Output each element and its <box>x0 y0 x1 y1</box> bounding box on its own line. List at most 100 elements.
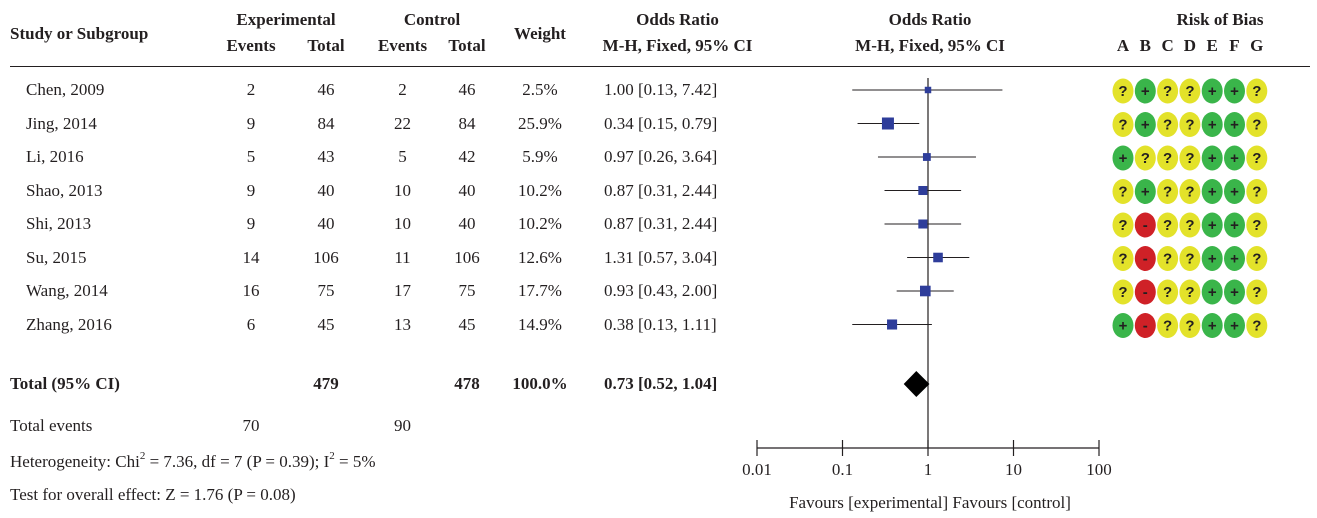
rob-dot <box>1179 145 1201 171</box>
rob-dot <box>1201 246 1223 271</box>
header-exp-total: Total <box>307 36 345 55</box>
rob-dot <box>1134 246 1156 271</box>
row-study-name: Su, 2015 <box>26 247 87 267</box>
row-ctrl-events: 17 <box>394 281 411 300</box>
rob-dot <box>1246 145 1268 171</box>
rob-symbol: ? <box>1118 83 1127 100</box>
rob-dot <box>1246 78 1268 104</box>
rob-letter: C <box>1161 36 1174 55</box>
effect-square <box>887 319 898 330</box>
rob-symbol: ? <box>1118 217 1127 234</box>
row-ctrl-events: 5 <box>398 147 407 166</box>
row-ci: 0.97 [0.26, 3.64] <box>604 147 718 166</box>
rob-symbol: ? <box>1185 251 1194 268</box>
rob-dot <box>1201 313 1223 338</box>
rob-dot <box>1201 212 1223 238</box>
row-ctrl-total: 40 <box>458 180 476 200</box>
row-study-name: Zhang, 2016 <box>26 314 112 334</box>
row-exp-total: 45 <box>317 314 335 334</box>
row-exp-events: 9 <box>246 214 256 233</box>
rob-dot <box>1224 246 1245 271</box>
rob-symbol: ? <box>1252 318 1261 335</box>
rob-symbol: + <box>1208 217 1217 234</box>
row-ctrl-total: 42 <box>458 147 476 166</box>
effect-square <box>924 86 932 94</box>
rob-symbol: ? <box>1252 284 1261 301</box>
rob-dot <box>1224 78 1245 104</box>
row-study-name: Chen, 2009 <box>26 80 105 99</box>
header-or-method: M-H, Fixed, 95% CI <box>602 36 753 55</box>
rob-symbol: + <box>1208 117 1217 134</box>
total-ci: 0.73 [0.52, 1.04] <box>604 374 718 393</box>
row-study-name: Shi, 2013 <box>26 214 92 233</box>
rob-symbol: + <box>1141 117 1150 134</box>
row-ctrl-events: 2 <box>398 80 407 99</box>
rob-symbol: ? <box>1163 117 1172 134</box>
total-exp-total: 479 <box>313 374 339 393</box>
row-ctrl-total: 84 <box>458 113 476 133</box>
row-ctrl-events: 11 <box>394 247 411 267</box>
axis-tick-label: 0.01 <box>742 460 772 479</box>
pooled-diamond <box>903 371 930 397</box>
rob-letter: F <box>1229 36 1240 55</box>
rob-symbol: + <box>1119 318 1128 335</box>
row-study-name: Li, 2016 <box>26 147 84 166</box>
rob-symbol: ? <box>1163 251 1172 268</box>
header-ctrl-events: Events <box>377 36 428 55</box>
rob-dot <box>1179 179 1201 204</box>
rob-title: Risk of Bias <box>1176 10 1264 29</box>
axis-tick-label: 10 <box>1005 460 1022 479</box>
rob-symbol: + <box>1208 83 1217 100</box>
rob-symbol: + <box>1208 284 1217 301</box>
row-ci: 0.87 [0.31, 2.44] <box>604 180 718 200</box>
rob-symbol: + <box>1230 150 1239 167</box>
rob-dot <box>1179 246 1201 271</box>
row-weight: 25.9% <box>518 113 562 133</box>
header-or-title: Odds Ratio <box>636 10 719 29</box>
rob-symbol: + <box>1208 318 1217 335</box>
row-weight: 10.2% <box>518 214 562 233</box>
events-exp: 70 <box>242 416 260 435</box>
rob-dot <box>1134 112 1156 137</box>
rob-symbol: ? <box>1118 251 1127 268</box>
rob-dot <box>1134 279 1156 305</box>
row-exp-events: 5 <box>246 147 256 166</box>
row-weight: 14.9% <box>518 314 562 334</box>
rob-symbol: ? <box>1185 83 1194 100</box>
rob-dot <box>1157 179 1179 204</box>
row-study-name: Wang, 2014 <box>26 281 108 300</box>
events-label: Total events <box>10 416 93 435</box>
rob-dot <box>1224 179 1245 204</box>
rob-symbol: + <box>1230 117 1239 134</box>
total-label: Total (95% CI) <box>10 374 120 393</box>
rob-dot <box>1201 145 1223 171</box>
rob-symbol: ? <box>1185 184 1194 201</box>
rob-symbol: ? <box>1185 284 1194 301</box>
rob-symbol: ? <box>1252 217 1261 234</box>
rob-symbol: + <box>1230 251 1239 268</box>
rob-dot <box>1112 313 1134 338</box>
row-ci: 0.87 [0.31, 2.44] <box>604 214 718 233</box>
rob-symbol: ? <box>1252 117 1261 134</box>
rob-symbol: ? <box>1252 150 1261 167</box>
effect-square <box>919 285 931 297</box>
row-exp-total: 43 <box>317 147 335 166</box>
rob-dot <box>1179 212 1201 238</box>
row-ctrl-total: 75 <box>458 281 476 300</box>
rob-symbol: ? <box>1163 83 1172 100</box>
row-exp-total: 106 <box>313 247 339 267</box>
row-ci: 0.38 [0.13, 1.11] <box>604 314 717 334</box>
rob-dot <box>1134 78 1156 104</box>
rob-dot <box>1201 112 1223 137</box>
rob-symbol: ? <box>1141 150 1150 167</box>
rob-symbol: + <box>1208 251 1217 268</box>
plot-method: M-H, Fixed, 95% CI <box>855 36 1005 55</box>
rob-symbol: + <box>1230 284 1239 301</box>
rob-symbol: + <box>1230 318 1239 335</box>
rob-dot <box>1201 78 1223 104</box>
row-exp-events: 16 <box>242 281 260 300</box>
rob-symbol: ? <box>1252 184 1261 201</box>
rob-dot <box>1134 313 1156 338</box>
rob-dot <box>1157 145 1179 171</box>
rob-dot <box>1157 313 1179 338</box>
